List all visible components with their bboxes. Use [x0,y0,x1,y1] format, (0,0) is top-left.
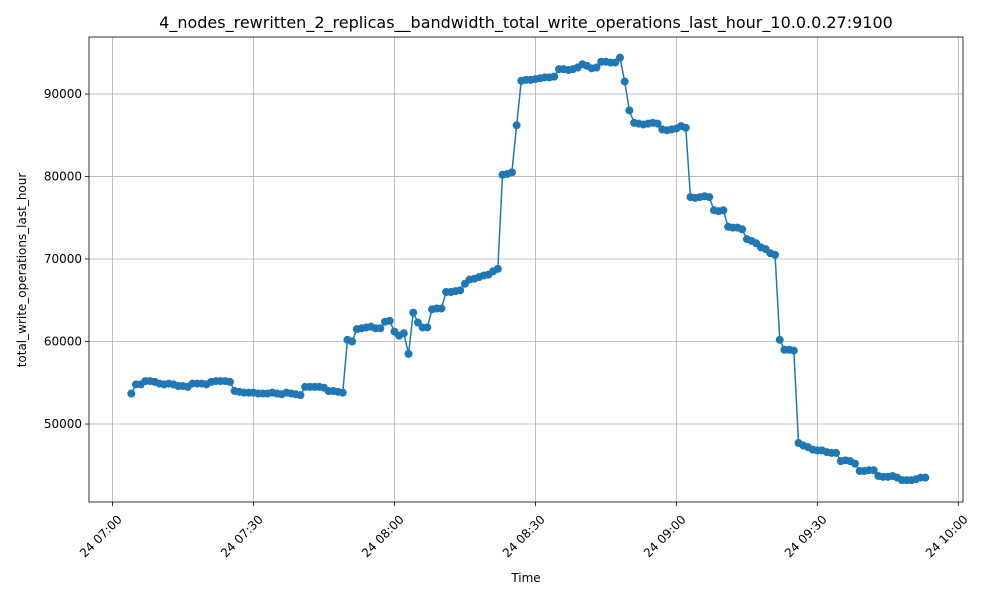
y-tick-label: 70000 [44,252,82,266]
point [348,337,357,346]
point [409,308,418,317]
point [615,53,624,62]
point [507,168,516,177]
point [376,324,385,333]
point [921,473,930,482]
point [681,123,690,132]
point [512,121,521,130]
point [493,264,502,273]
y-tick-label: 60000 [44,334,82,348]
point [338,388,347,397]
point [399,329,408,338]
point [653,119,662,128]
point [789,346,798,355]
point [719,206,728,215]
y-tick-label: 90000 [44,87,82,101]
point [869,466,878,475]
y-tick-label: 80000 [44,169,82,183]
point [775,335,784,344]
point [705,193,714,202]
point [437,304,446,313]
point [385,316,394,325]
chart-title: 4_nodes_rewritten_2_replicas__bandwidth_… [159,13,893,33]
plot-frame [88,36,964,503]
point [550,72,559,81]
x-axis-label: Time [510,571,540,585]
point [592,63,601,72]
point [456,286,465,295]
point [404,349,413,358]
point [771,250,780,259]
point [625,106,634,115]
y-tick-label: 50000 [44,417,82,431]
point [832,448,841,457]
point [225,377,234,386]
point [620,77,629,86]
point [738,225,747,234]
point [423,323,432,332]
y-axis-label: total_write_operations_last_hour [15,173,29,368]
point [850,459,859,468]
point [296,391,305,400]
point [127,389,136,398]
